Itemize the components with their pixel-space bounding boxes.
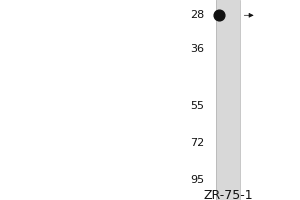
Bar <box>216 0 240 200</box>
Text: 55: 55 <box>190 101 204 111</box>
Text: ZR-75-1: ZR-75-1 <box>203 189 253 200</box>
Point <box>217 14 221 17</box>
Text: 72: 72 <box>190 138 204 148</box>
Text: 95: 95 <box>190 175 204 185</box>
Text: 36: 36 <box>190 44 204 54</box>
Text: 28: 28 <box>190 10 204 20</box>
